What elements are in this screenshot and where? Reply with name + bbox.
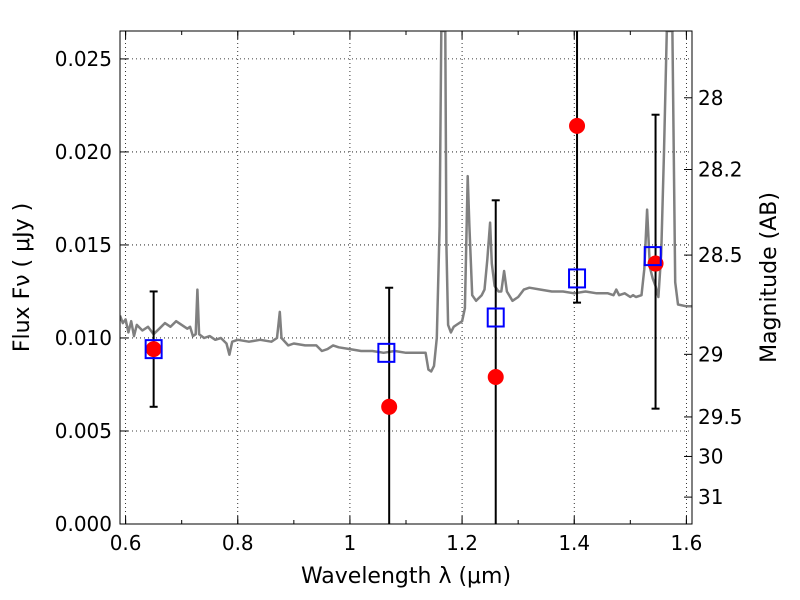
- y-tick-label: 0.015: [55, 233, 112, 257]
- model-point: [486, 307, 505, 328]
- right-tick-label: 28.5: [698, 243, 743, 267]
- x-tick-label: 1.6: [670, 531, 702, 555]
- observed-point: [381, 398, 398, 415]
- right-axis-ticks: 28 28.2 28.5 29 29.5 30 31: [684, 86, 743, 509]
- y-tick-label: 0.010: [55, 326, 112, 350]
- model-point: [377, 342, 396, 363]
- x-axis-label: Wavelength λ (μm): [301, 564, 511, 589]
- plot-frame: [119, 30, 693, 525]
- y-tick-label: 0.020: [55, 140, 112, 164]
- y-axis-label: Flux Fν ( μJy ): [10, 203, 35, 352]
- x-tick-label: 0.6: [110, 531, 142, 555]
- observed-point: [145, 341, 162, 358]
- x-tick-label: 1: [344, 531, 357, 555]
- right-tick-label: 29.5: [698, 405, 743, 429]
- model-spectrum: [120, 31, 692, 373]
- right-tick-label: 29: [698, 342, 723, 366]
- error-bars: [149, 31, 660, 524]
- y-axis-ticks: 0.000 0.005 0.010 0.015 0.020 0.025: [55, 47, 128, 536]
- model-points: [144, 246, 662, 363]
- x-tick-label: 1.4: [558, 531, 590, 555]
- x-axis-ticks: 0.6 0.8 1 1.2 1.4 1.6: [110, 31, 702, 555]
- y-tick-label: 0.025: [55, 47, 112, 71]
- right-tick-label: 30: [698, 444, 723, 468]
- x-tick-label: 1.2: [446, 531, 478, 555]
- right-tick-label: 28: [698, 86, 723, 110]
- observed-point: [647, 255, 664, 272]
- observed-point: [569, 117, 586, 134]
- observed-point: [487, 369, 504, 386]
- x-tick-label: 0.8: [222, 531, 254, 555]
- model-point: [568, 268, 587, 289]
- grid-lines: [120, 31, 692, 525]
- y-tick-label: 0.000: [55, 512, 112, 536]
- right-tick-label: 31: [698, 485, 723, 509]
- model-point: [144, 339, 163, 360]
- right-axis-label: Magnitude (AB): [757, 192, 782, 363]
- y-tick-label: 0.005: [55, 419, 112, 443]
- right-tick-label: 28.2: [698, 157, 743, 181]
- model-point: [643, 246, 662, 267]
- observed-points: [145, 117, 664, 415]
- model-spectrum-line: [120, 31, 692, 373]
